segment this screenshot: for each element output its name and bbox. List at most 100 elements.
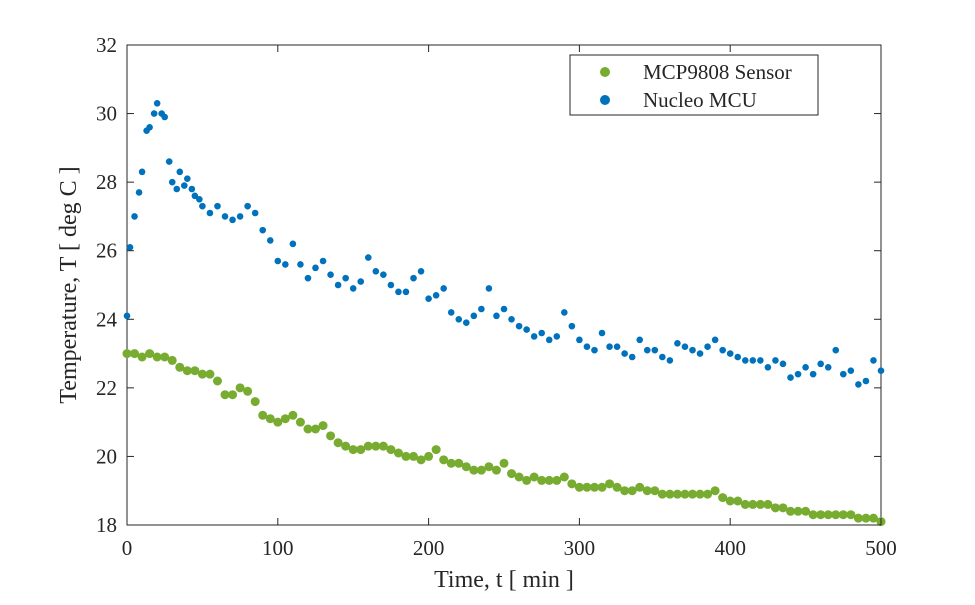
point	[817, 360, 824, 368]
point	[597, 482, 607, 492]
y-axis-label: Temperature, T [ deg C ]	[56, 166, 82, 403]
point	[808, 510, 818, 520]
point	[621, 350, 628, 357]
point	[643, 346, 651, 354]
point	[181, 182, 188, 189]
point	[386, 445, 396, 455]
point	[446, 458, 456, 468]
point	[523, 326, 530, 333]
point	[559, 472, 569, 482]
point	[229, 216, 236, 224]
point	[522, 475, 532, 485]
point	[135, 189, 143, 196]
point	[786, 506, 796, 516]
point	[326, 431, 336, 441]
point	[749, 357, 757, 364]
point	[439, 455, 449, 465]
point	[282, 261, 289, 268]
point	[243, 386, 253, 396]
point	[620, 486, 630, 496]
point	[491, 465, 501, 475]
point	[137, 352, 147, 362]
point	[507, 469, 517, 479]
point	[167, 355, 177, 365]
point	[499, 458, 509, 468]
point	[688, 489, 697, 499]
x-tick-label: 100	[262, 536, 294, 560]
point	[461, 462, 471, 472]
point	[258, 410, 268, 420]
point	[409, 451, 419, 461]
point	[612, 482, 622, 492]
point	[650, 486, 660, 496]
point	[757, 357, 764, 364]
point	[184, 175, 191, 183]
point	[537, 475, 547, 485]
point	[802, 363, 809, 371]
point	[770, 503, 780, 513]
point	[665, 489, 675, 499]
point	[545, 336, 553, 344]
point	[763, 499, 773, 509]
point	[470, 312, 478, 320]
point	[672, 489, 682, 499]
point	[741, 357, 749, 364]
point	[417, 267, 425, 275]
point	[855, 381, 862, 388]
point	[469, 465, 479, 475]
point	[176, 168, 184, 176]
point	[568, 322, 576, 330]
point	[138, 168, 146, 176]
point	[681, 343, 689, 351]
x-tick-label: 0	[122, 536, 133, 560]
point	[416, 455, 426, 465]
point	[357, 278, 365, 285]
x-axis-label: Time, t [ min ]	[434, 567, 574, 593]
point	[349, 285, 357, 292]
point	[205, 369, 215, 379]
marks	[122, 99, 886, 527]
point	[206, 209, 214, 217]
point	[508, 315, 515, 323]
point	[191, 192, 199, 200]
point	[288, 410, 298, 420]
point	[150, 110, 158, 117]
point	[689, 346, 696, 354]
point	[182, 366, 192, 376]
point	[168, 178, 176, 186]
point	[704, 343, 711, 351]
point	[478, 305, 485, 313]
point	[710, 486, 720, 496]
point	[793, 506, 803, 516]
point	[838, 510, 848, 520]
point	[342, 274, 349, 282]
y-tick-label: 20	[96, 444, 117, 468]
plot-area	[126, 44, 882, 526]
point	[493, 312, 500, 320]
point	[196, 195, 203, 203]
point	[341, 441, 351, 451]
point	[395, 288, 402, 296]
point	[265, 414, 275, 424]
point	[312, 264, 319, 272]
point	[447, 309, 455, 316]
point	[188, 185, 196, 193]
legend-marker	[600, 95, 610, 105]
point	[861, 513, 871, 523]
point	[823, 510, 833, 520]
point	[259, 226, 267, 234]
point	[659, 353, 666, 361]
y-tick-label: 22	[96, 376, 117, 400]
point	[772, 357, 779, 364]
point	[425, 295, 432, 303]
point	[432, 291, 440, 299]
point	[266, 237, 274, 244]
point	[779, 360, 787, 368]
point	[190, 366, 200, 376]
point	[280, 414, 290, 424]
point	[199, 202, 206, 210]
point	[197, 369, 207, 379]
point	[853, 513, 863, 523]
point	[175, 362, 185, 372]
point	[538, 329, 545, 337]
